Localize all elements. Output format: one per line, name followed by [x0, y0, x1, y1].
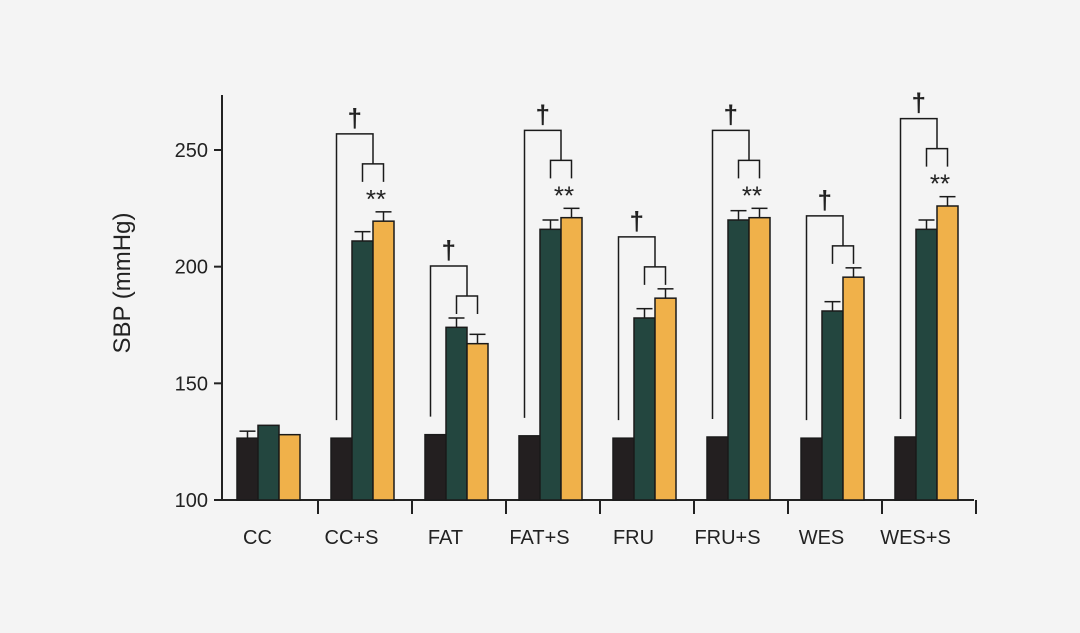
bracket-black-small: [805, 215, 844, 421]
dagger-mark: †: [724, 99, 738, 129]
x-tick-label: FAT: [428, 527, 463, 549]
bar: [821, 310, 844, 501]
bracket-green-orange: [455, 295, 479, 314]
x-tick-label: WES+S: [880, 527, 951, 549]
dagger-mark: †: [442, 235, 456, 265]
bracket-black-small: [899, 117, 938, 419]
bar: [706, 436, 729, 501]
bar: [748, 216, 771, 501]
bracket-black-small: [711, 129, 750, 419]
axes: 100 150 200 250 CC CC+S FAT FAT+S FRU FRU+S WES WES…: [175, 95, 977, 549]
bar: [654, 297, 677, 501]
x-tick-label: WES: [799, 527, 845, 549]
bar: [915, 228, 938, 501]
dagger-mark: †: [818, 185, 832, 215]
bar: [236, 437, 259, 501]
y-tick-label: 150: [175, 373, 208, 395]
bar: [466, 342, 489, 501]
annotations: † ** † † ** † † ** † † **: [335, 88, 950, 421]
bar: [257, 424, 280, 501]
stars-mark: **: [554, 180, 574, 210]
x-tick-label: CC: [243, 527, 272, 549]
bracket-green-orange: [737, 159, 761, 179]
bracket-black-small: [429, 265, 468, 417]
dagger-mark: †: [348, 103, 362, 133]
y-tick-label: 250: [175, 140, 208, 162]
bar: [278, 433, 301, 501]
bar: [842, 276, 865, 501]
x-tick-label: FRU: [613, 527, 654, 549]
bracket-green-orange: [925, 147, 949, 167]
bracket-green-orange: [549, 159, 573, 179]
bar: [936, 205, 959, 501]
bar: [518, 435, 541, 501]
bar: [894, 436, 917, 501]
x-tick-label: CC+S: [325, 527, 379, 549]
dagger-mark: †: [630, 206, 644, 236]
stars-mark: **: [366, 184, 386, 214]
bar: [633, 317, 656, 501]
dagger-mark: †: [912, 88, 926, 118]
bracket-green-orange: [643, 266, 667, 285]
bar: [351, 240, 374, 501]
bracket-green-orange: [831, 245, 855, 264]
dagger-mark: †: [536, 99, 550, 129]
bracket-black-small: [335, 133, 374, 421]
stars-mark: **: [930, 169, 950, 199]
bracket-green-orange: [361, 163, 385, 182]
bar: [800, 437, 823, 501]
x-tick-label: FRU+S: [694, 527, 760, 549]
bar: [727, 219, 750, 501]
y-axis-label: SBP (mmHg): [109, 213, 136, 354]
bracket-black-small: [617, 236, 656, 421]
y-tick-label: 100: [175, 490, 208, 512]
bar: [560, 216, 583, 501]
bars: [236, 195, 959, 501]
bar: [539, 228, 562, 501]
y-tick-label: 200: [175, 257, 208, 279]
bar: [445, 326, 468, 501]
bracket-black-small: [523, 129, 562, 418]
bar: [424, 433, 447, 501]
bar: [612, 437, 635, 501]
stars-mark: **: [742, 180, 762, 210]
bar: [372, 220, 395, 501]
x-tick-label: FAT+S: [509, 527, 569, 549]
bar: [330, 437, 353, 501]
